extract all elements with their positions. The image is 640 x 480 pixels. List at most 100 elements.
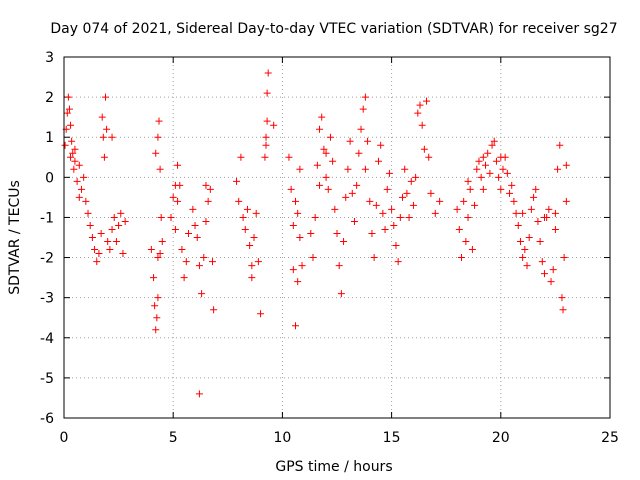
data-point	[361, 165, 369, 173]
x-axis-label: GPS time / hours	[275, 459, 392, 475]
data-point	[322, 149, 330, 157]
data-point	[530, 193, 538, 201]
data-point	[423, 97, 431, 105]
data-point	[556, 141, 564, 149]
data-point	[119, 250, 127, 258]
data-point	[372, 201, 380, 209]
x-tick-label: 20	[492, 430, 510, 446]
data-point	[110, 213, 118, 221]
data-point	[169, 193, 177, 201]
data-point	[106, 246, 114, 254]
data-point	[296, 234, 304, 241]
x-tick-label: 25	[601, 430, 619, 446]
grid-lines	[64, 57, 610, 418]
data-point	[241, 225, 249, 233]
y-tick-label: 0	[45, 170, 54, 186]
data-point	[178, 246, 186, 254]
data-point	[98, 113, 106, 121]
data-point	[479, 185, 487, 193]
data-point	[289, 221, 297, 229]
data-point	[193, 234, 201, 241]
data-point	[388, 205, 396, 213]
data-point	[355, 149, 363, 157]
data-point	[519, 209, 527, 217]
data-point	[112, 238, 120, 246]
data-point	[484, 149, 492, 157]
data-point	[488, 141, 496, 149]
data-point	[379, 209, 387, 217]
data-point	[309, 254, 317, 262]
data-point	[252, 209, 260, 217]
data-point	[167, 213, 175, 221]
data-point	[464, 213, 472, 221]
data-point	[285, 153, 293, 161]
data-point	[289, 266, 297, 274]
data-point	[322, 173, 330, 181]
data-point	[348, 189, 356, 197]
data-point	[248, 274, 256, 282]
data-point	[559, 306, 567, 314]
data-point	[499, 165, 507, 173]
data-point	[84, 209, 92, 217]
data-point	[153, 314, 161, 322]
data-point	[562, 197, 570, 205]
data-point	[261, 153, 269, 161]
data-point	[562, 161, 570, 169]
data-point	[390, 221, 398, 229]
data-point	[532, 185, 540, 193]
data-point	[475, 157, 483, 165]
data-point	[477, 173, 485, 181]
data-point	[257, 310, 265, 318]
data-point	[335, 262, 343, 270]
data-point	[104, 238, 112, 246]
data-point	[101, 93, 109, 101]
data-point	[326, 133, 334, 141]
data-point	[414, 109, 422, 117]
data-point	[121, 217, 129, 225]
data-point	[152, 149, 160, 157]
data-point	[464, 177, 472, 185]
data-point	[298, 262, 306, 270]
data-point	[287, 185, 295, 193]
data-point	[67, 153, 75, 161]
data-point	[191, 221, 199, 229]
data-point	[346, 137, 354, 145]
data-point	[103, 125, 111, 133]
data-point	[171, 181, 179, 189]
data-point	[538, 258, 546, 266]
data-point	[202, 217, 210, 225]
x-tick-label: 10	[273, 430, 291, 446]
data-point	[545, 205, 553, 213]
data-point	[364, 137, 372, 145]
data-point	[416, 101, 424, 109]
data-point	[462, 238, 470, 246]
data-point	[473, 165, 481, 173]
data-point	[64, 93, 72, 101]
data-point	[497, 153, 505, 161]
data-point	[405, 213, 413, 221]
data-point	[486, 169, 494, 177]
data-point	[254, 258, 262, 266]
data-point	[318, 113, 326, 121]
y-tick-label: 1	[45, 130, 54, 146]
data-point	[512, 209, 520, 217]
data-point	[270, 121, 278, 129]
data-point	[262, 141, 270, 149]
data-point	[492, 157, 500, 165]
data-point	[482, 161, 490, 169]
data-point	[453, 205, 461, 213]
y-tick-label: -4	[40, 331, 54, 347]
data-point	[455, 225, 463, 233]
x-tick-label: 0	[60, 430, 69, 446]
data-point	[510, 197, 518, 205]
data-point	[248, 262, 256, 270]
data-point	[75, 193, 83, 201]
data-point	[519, 254, 527, 262]
data-point	[560, 254, 568, 262]
data-point	[342, 193, 350, 201]
data-point	[385, 169, 393, 177]
data-point	[239, 213, 247, 221]
data-point	[147, 246, 155, 254]
data-point	[204, 197, 212, 205]
data-point	[108, 133, 116, 141]
